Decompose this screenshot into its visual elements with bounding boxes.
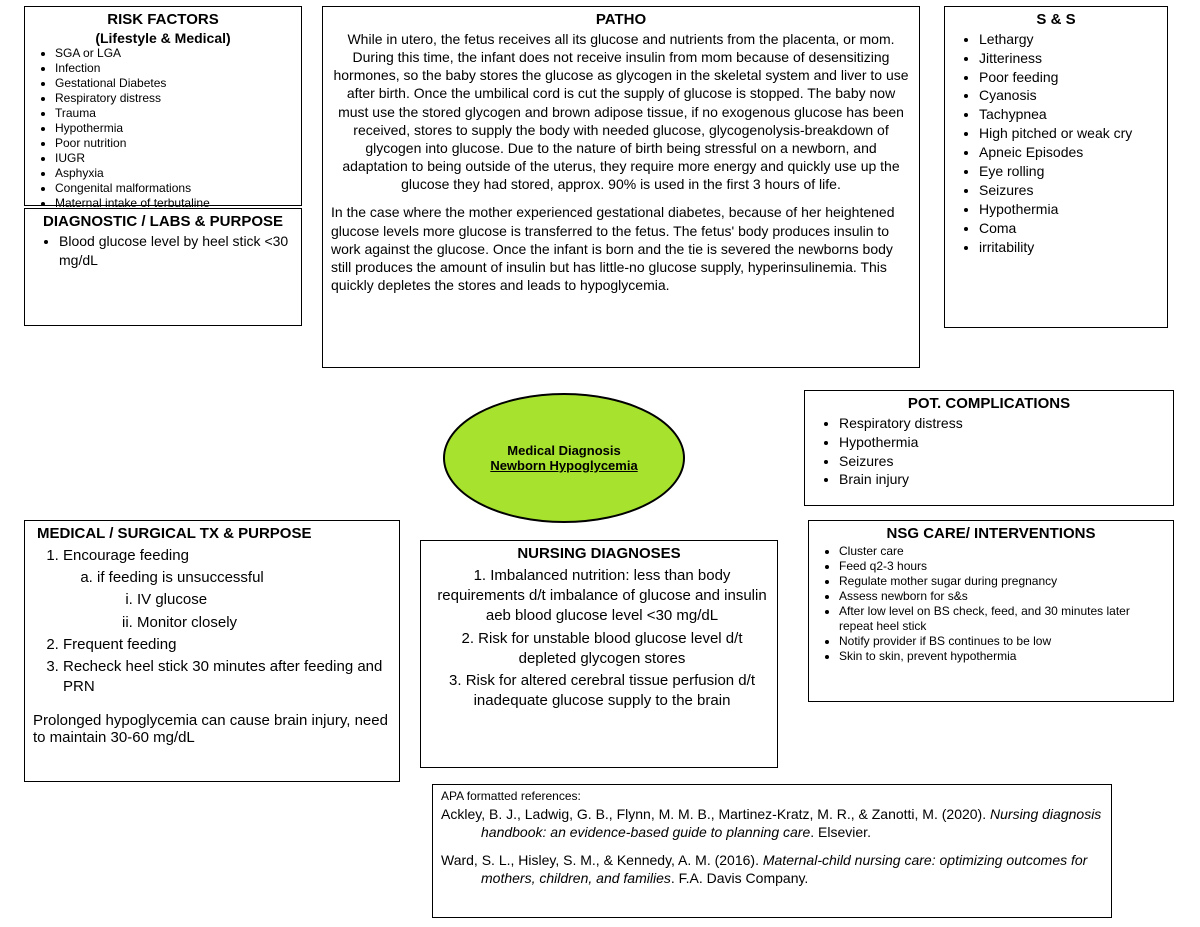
nd-title: NURSING DIAGNOSES: [429, 545, 769, 564]
list-item: Seizures: [839, 452, 1165, 471]
diagnostic-labs-box: DIAGNOSTIC / LABS & PURPOSE Blood glucos…: [24, 208, 302, 326]
diag-list: Blood glucose level by heel stick <30 mg…: [33, 232, 293, 270]
diag-title: DIAGNOSTIC / LABS & PURPOSE: [33, 213, 293, 232]
nursing-diagnoses-box: NURSING DIAGNOSES Imbalanced nutrition: …: [420, 540, 778, 768]
list-item: Skin to skin, prevent hypothermia: [839, 649, 1165, 664]
list-item: IUGR: [55, 151, 293, 166]
medsurg-note: Prolonged hypoglycemia can cause brain i…: [33, 712, 391, 746]
list-item: Cyanosis: [979, 86, 1159, 105]
pot-title: POT. COMPLICATIONS: [813, 395, 1165, 414]
ref-2: Ward, S. L., Hisley, S. M., & Kennedy, A…: [441, 851, 1103, 887]
list-item: Poor feeding: [979, 68, 1159, 87]
list-item: Poor nutrition: [55, 136, 293, 151]
patho-text: While in utero, the fetus receives all i…: [331, 30, 911, 295]
risk-title: RISK FACTORS: [33, 11, 293, 30]
risk-list: SGA or LGAInfectionGestational DiabetesR…: [33, 46, 293, 211]
list-item: Lethargy: [979, 30, 1159, 49]
patho-box: PATHO While in utero, the fetus receives…: [322, 6, 920, 368]
list-item: High pitched or weak cry: [979, 124, 1159, 143]
list-item: Seizures: [979, 181, 1159, 200]
risk-factors-box: RISK FACTORS (Lifestyle & Medical) SGA o…: [24, 6, 302, 206]
list-item: Jitteriness: [979, 49, 1159, 68]
list-item: Respiratory distress: [839, 414, 1165, 433]
nsg-care-box: NSG CARE/ INTERVENTIONS Cluster careFeed…: [808, 520, 1174, 702]
ss-list: LethargyJitterinessPoor feedingCyanosisT…: [953, 30, 1159, 257]
nd-list: Imbalanced nutrition: less than body req…: [429, 566, 769, 712]
medsurg-list: Encourage feeding if feeding is unsucces…: [33, 546, 391, 698]
medsurg-title: MEDICAL / SURGICAL TX & PURPOSE: [33, 525, 391, 544]
list-item: Hypothermia: [55, 121, 293, 136]
ref-1: Ackley, B. J., Ladwig, G. B., Flynn, M. …: [441, 805, 1103, 841]
pot-list: Respiratory distressHypothermiaSeizuresB…: [813, 414, 1165, 490]
references-box: APA formatted references: Ackley, B. J.,…: [432, 784, 1112, 918]
ss-title: S & S: [953, 11, 1159, 30]
list-item: Apneic Episodes: [979, 143, 1159, 162]
list-item: Feed q2-3 hours: [839, 559, 1165, 574]
nsg-title: NSG CARE/ INTERVENTIONS: [817, 525, 1165, 544]
list-item: Assess newborn for s&s: [839, 589, 1165, 604]
list-item: Hypothermia: [979, 200, 1159, 219]
pot-complications-box: POT. COMPLICATIONS Respiratory distressH…: [804, 390, 1174, 506]
diagnosis-ellipse: Medical Diagnosis Newborn Hypoglycemia: [442, 392, 686, 524]
list-item: Infection: [55, 61, 293, 76]
refs-heading: APA formatted references:: [441, 789, 1103, 805]
list-item: irritability: [979, 238, 1159, 257]
list-item: Congenital malformations: [55, 181, 293, 196]
list-item: SGA or LGA: [55, 46, 293, 61]
list-item: Regulate mother sugar during pregnancy: [839, 574, 1165, 589]
list-item: Risk for unstable blood glucose level d/…: [435, 629, 769, 670]
list-item: Cluster care: [839, 544, 1165, 559]
nsg-list: Cluster careFeed q2-3 hoursRegulate moth…: [817, 544, 1165, 664]
list-item: Asphyxia: [55, 166, 293, 181]
list-item: Risk for altered cerebral tissue perfusi…: [435, 671, 769, 712]
signs-symptoms-box: S & S LethargyJitterinessPoor feedingCya…: [944, 6, 1168, 328]
list-item: After low level on BS check, feed, and 3…: [839, 604, 1165, 634]
list-item: Coma: [979, 219, 1159, 238]
list-item: Brain injury: [839, 470, 1165, 489]
list-item: Tachypnea: [979, 105, 1159, 124]
risk-subtitle: (Lifestyle & Medical): [33, 30, 293, 46]
list-item: Notify provider if BS continues to be lo…: [839, 634, 1165, 649]
list-item: Respiratory distress: [55, 91, 293, 106]
list-item: Blood glucose level by heel stick <30 mg…: [59, 232, 293, 270]
list-item: Gestational Diabetes: [55, 76, 293, 91]
list-item: Eye rolling: [979, 162, 1159, 181]
medical-surgical-box: MEDICAL / SURGICAL TX & PURPOSE Encourag…: [24, 520, 400, 782]
patho-title: PATHO: [331, 11, 911, 30]
list-item: Hypothermia: [839, 433, 1165, 452]
list-item: Trauma: [55, 106, 293, 121]
ellipse-label: Medical Diagnosis Newborn Hypoglycemia: [442, 392, 686, 524]
list-item: Imbalanced nutrition: less than body req…: [435, 566, 769, 627]
